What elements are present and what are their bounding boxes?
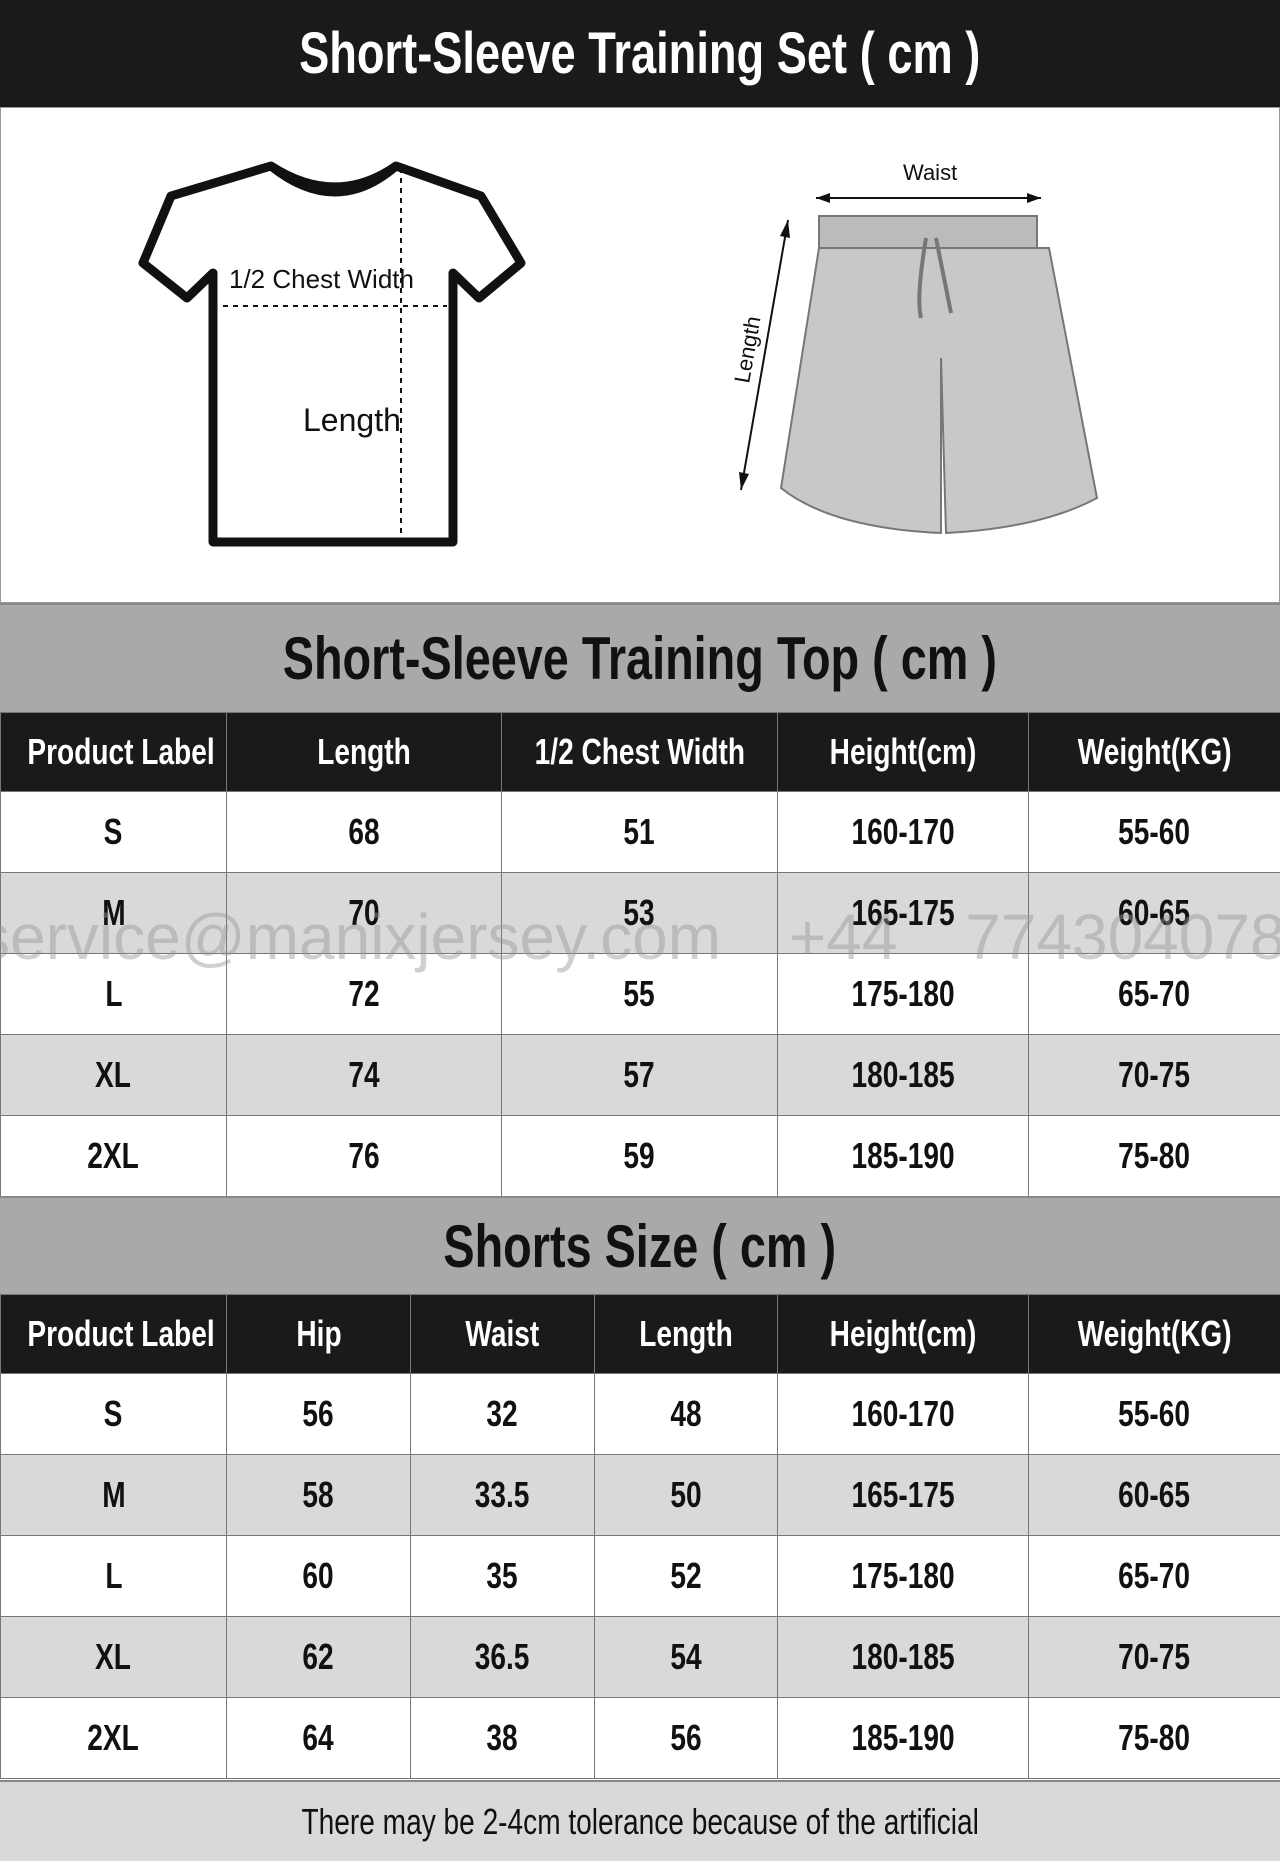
table-row: S 68 51 160-170 55-60 [0, 791, 1280, 873]
table-cell: 60-65 [1028, 872, 1280, 954]
table-cell: 64 [226, 1697, 411, 1779]
table-cell: S [0, 791, 227, 873]
table-cell: 33.5 [410, 1454, 595, 1536]
table-cell: 55 [501, 953, 778, 1035]
table-header-row: Product Label Hip Waist Length Height(cm… [0, 1294, 1280, 1374]
top-table-title: Short-Sleeve Training Top ( cm ) [0, 603, 1280, 712]
col-product-label: Product Label [0, 712, 227, 792]
table-cell: 68 [226, 791, 502, 873]
table-cell: 165-175 [777, 1454, 1029, 1536]
top-size-table: Product Label Length 1/2 Chest Width Hei… [0, 712, 1280, 1197]
table-cell: L [0, 1535, 227, 1617]
table-header-row: Product Label Length 1/2 Chest Width Hei… [0, 712, 1280, 792]
table-cell: 56 [594, 1697, 778, 1779]
table-cell: S [0, 1373, 227, 1455]
table-cell: 32 [410, 1373, 595, 1455]
table-cell: XL [0, 1034, 227, 1116]
table-cell: 50 [594, 1454, 778, 1536]
table-cell: M [0, 1454, 227, 1536]
table-cell: 180-185 [777, 1034, 1029, 1116]
table-cell: 70 [226, 872, 502, 954]
shorts-table-title: Shorts Size ( cm ) [0, 1196, 1280, 1294]
col-chest: 1/2 Chest Width [501, 712, 778, 792]
table-cell: 58 [226, 1454, 411, 1536]
col-height: Height(cm) [777, 712, 1029, 792]
table-cell: 38 [410, 1697, 595, 1779]
table-cell: 76 [226, 1115, 502, 1197]
table-cell: 56 [226, 1373, 411, 1455]
table-cell: 185-190 [777, 1115, 1029, 1197]
table-cell: 160-170 [777, 791, 1029, 873]
table-cell: 160-170 [777, 1373, 1029, 1455]
table-cell: 35 [410, 1535, 595, 1617]
table-row: S 56 32 48 160-170 55-60 [0, 1373, 1280, 1455]
table-cell: 53 [501, 872, 778, 954]
table-cell: 75-80 [1028, 1115, 1280, 1197]
col-weight: Weight(KG) [1028, 1294, 1280, 1374]
table-cell: 51 [501, 791, 778, 873]
table-cell: 165-175 [777, 872, 1029, 954]
table-row: L 60 35 52 175-180 65-70 [0, 1535, 1280, 1617]
table-cell: 70-75 [1028, 1034, 1280, 1116]
table-cell: 36.5 [410, 1616, 595, 1698]
shirt-length-label: Length [303, 402, 401, 438]
col-length: Length [594, 1294, 778, 1374]
table-row: M 70 53 165-175 60-65 [0, 872, 1280, 954]
col-length: Length [226, 712, 502, 792]
table-cell: 65-70 [1028, 1535, 1280, 1617]
table-cell: 59 [501, 1115, 778, 1197]
col-product-label: Product Label [0, 1294, 227, 1374]
col-height: Height(cm) [777, 1294, 1029, 1374]
table-cell: 48 [594, 1373, 778, 1455]
table-row: L 72 55 175-180 65-70 [0, 953, 1280, 1035]
table-cell: M [0, 872, 227, 954]
table-cell: 65-70 [1028, 953, 1280, 1035]
table-cell: 52 [594, 1535, 778, 1617]
table-cell: 74 [226, 1034, 502, 1116]
garment-diagram: 1/2 Chest Width Length Waist Length [138, 160, 1099, 547]
table-cell: 57 [501, 1034, 778, 1116]
shorts-icon: Waist Length [729, 160, 1099, 535]
table-cell: 60 [226, 1535, 411, 1617]
tshirt-icon: 1/2 Chest Width Length [138, 161, 526, 547]
table-row: XL 74 57 180-185 70-75 [0, 1034, 1280, 1116]
col-hip: Hip [226, 1294, 411, 1374]
table-cell: 2XL [0, 1115, 227, 1197]
table-cell: L [0, 953, 227, 1035]
table-cell: XL [0, 1616, 227, 1698]
table-cell: 175-180 [777, 1535, 1029, 1617]
table-cell: 70-75 [1028, 1616, 1280, 1698]
table-cell: 54 [594, 1616, 778, 1698]
table-cell: 180-185 [777, 1616, 1029, 1698]
table-cell: 72 [226, 953, 502, 1035]
waist-label: Waist [903, 160, 957, 185]
table-cell: 60-65 [1028, 1454, 1280, 1536]
col-waist: Waist [410, 1294, 595, 1374]
table-cell: 2XL [0, 1697, 227, 1779]
table-cell: 75-80 [1028, 1697, 1280, 1779]
chest-width-label: 1/2 Chest Width [229, 264, 414, 294]
table-cell: 55-60 [1028, 791, 1280, 873]
tolerance-note: There may be 2-4cm tolerance because of … [0, 1780, 1280, 1861]
table-row: 2XL 64 38 56 185-190 75-80 [0, 1697, 1280, 1779]
page-title: Short-Sleeve Training Set ( cm ) [0, 0, 1280, 107]
shorts-size-table: Product Label Hip Waist Length Height(cm… [0, 1294, 1280, 1779]
table-row: 2XL 76 59 185-190 75-80 [0, 1115, 1280, 1197]
col-weight: Weight(KG) [1028, 712, 1280, 792]
illustration-panel: 1/2 Chest Width Length Waist Length [0, 107, 1280, 603]
table-cell: 175-180 [777, 953, 1029, 1035]
table-row: XL 62 36.5 54 180-185 70-75 [0, 1616, 1280, 1698]
table-row: M 58 33.5 50 165-175 60-65 [0, 1454, 1280, 1536]
table-cell: 55-60 [1028, 1373, 1280, 1455]
table-cell: 185-190 [777, 1697, 1029, 1779]
table-cell: 62 [226, 1616, 411, 1698]
